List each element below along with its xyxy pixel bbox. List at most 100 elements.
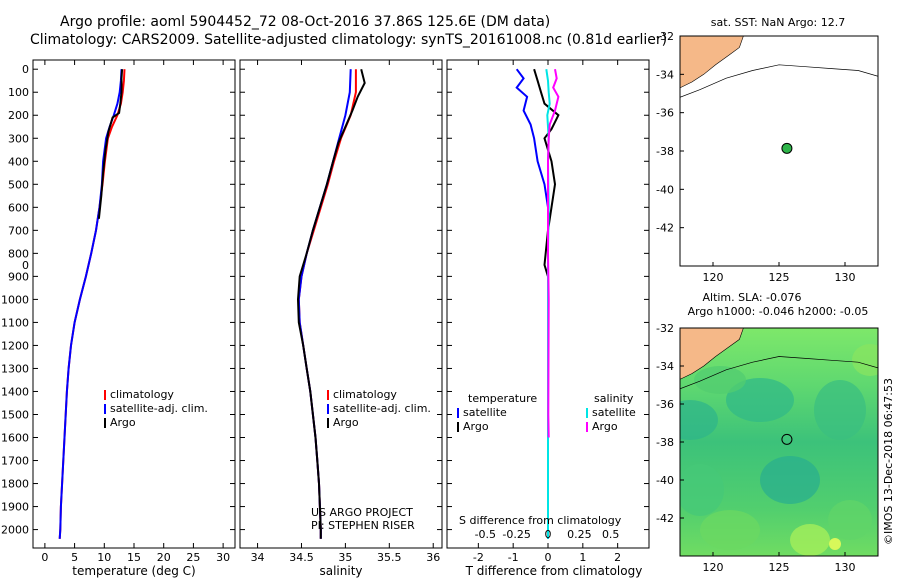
- series-line-satellite-adj--clim-: [58, 69, 123, 539]
- xtick-label: 25: [186, 551, 200, 564]
- figure-title-line1: Argo profile: aoml 5904452_72 08-Oct-201…: [60, 14, 550, 30]
- charts-layer: 0100200300400500600700800090010001100120…: [1, 16, 879, 578]
- ytick-label: 200: [8, 109, 29, 122]
- map-ytick-label: -36: [656, 107, 674, 120]
- xtick-label: 2: [614, 551, 621, 564]
- xaxis-label-salinity: salinity: [319, 564, 362, 578]
- sla-anomaly-blob: [680, 464, 724, 516]
- s-tick-label: 0.5: [602, 528, 620, 541]
- map-ytick-label: -34: [656, 360, 674, 373]
- legend-title-temperature: temperature: [468, 392, 537, 405]
- xtick-label: 15: [127, 551, 141, 564]
- s-tick-label: -0.25: [502, 528, 530, 541]
- xtick-label: -1: [508, 551, 519, 564]
- s-tick-label: 0.25: [567, 528, 592, 541]
- shelf-contour: [680, 64, 878, 98]
- s-tick-label: 0: [545, 528, 552, 541]
- ytick-label: 100: [8, 86, 29, 99]
- ytick-label: 1600: [1, 432, 29, 445]
- map-xtick-label: 125: [769, 271, 790, 284]
- xtick-label: -2: [473, 551, 484, 564]
- xtick-label: 34: [251, 551, 265, 564]
- ytick-label: 400: [8, 155, 29, 168]
- xtick-label: 20: [157, 551, 171, 564]
- ytick-label: 800: [8, 247, 29, 260]
- series-line-argo: [296, 68, 366, 539]
- map-sst-title: sat. SST: NaN Argo: 12.7: [711, 16, 845, 29]
- map-ytick-label: -40: [656, 474, 674, 487]
- legend-label: Argo: [333, 416, 359, 429]
- legend-label: satellite-adj. clim.: [333, 402, 431, 415]
- xaxis-label-top-salinity-diff: S difference from climatology: [459, 514, 622, 527]
- land-mass: [680, 328, 744, 380]
- map-sla-title2: Argo h1000: -0.046 h2000: -0.05: [688, 305, 869, 318]
- sla-anomaly-blob: [828, 500, 872, 540]
- legend-label: climatology: [333, 388, 397, 401]
- ytick-label: 1700: [1, 455, 29, 468]
- legend-label: satellite-adj. clim.: [110, 402, 208, 415]
- map-ytick-label: -40: [656, 183, 674, 196]
- sla-anomaly-blob: [700, 510, 760, 550]
- xtick-label: 5: [71, 551, 78, 564]
- xtick-label: 10: [97, 551, 111, 564]
- xtick-label: 0: [545, 551, 552, 564]
- xtick-label: 0: [41, 551, 48, 564]
- map-ytick-label: -38: [656, 145, 674, 158]
- land-mass: [680, 36, 744, 89]
- map-xtick-label: 130: [835, 561, 856, 574]
- map-ytick-label: -38: [656, 436, 674, 449]
- ytick-label: 900: [8, 270, 29, 283]
- xtick-label: 35: [338, 551, 352, 564]
- ytick-label: 0: [22, 259, 29, 272]
- xtick-label: 36: [426, 551, 440, 564]
- ytick-label: 1500: [1, 408, 29, 421]
- map-ytick-label: -32: [656, 322, 674, 335]
- ytick-label: 2000: [1, 524, 29, 537]
- legend-label: climatology: [110, 388, 174, 401]
- ytick-label: 500: [8, 178, 29, 191]
- sla-anomaly-blob: [680, 400, 718, 440]
- project-credit: US ARGO PROJECT: [311, 506, 413, 519]
- profile-location-marker: [781, 433, 793, 445]
- legend-label: Argo: [592, 420, 618, 433]
- map-xtick-label: 120: [703, 561, 724, 574]
- map-ytick-label: -36: [656, 398, 674, 411]
- legend-label: Argo: [463, 420, 489, 433]
- xtick-label: 35.5: [377, 551, 402, 564]
- profile-location-marker: [781, 142, 793, 154]
- map-xtick-label: 130: [835, 271, 856, 284]
- map-xtick-label: 120: [703, 271, 724, 284]
- map-background: [680, 36, 878, 266]
- map-ytick-label: -32: [656, 30, 674, 43]
- sla-anomaly-blob: [790, 524, 830, 556]
- ytick-label: 1100: [1, 316, 29, 329]
- map-body-map-sla: [680, 328, 878, 556]
- map-ytick-label: -34: [656, 68, 674, 81]
- legend-title-salinity: salinity: [594, 392, 634, 405]
- ytick-label: 1000: [1, 293, 29, 306]
- ytick-label: 1300: [1, 362, 29, 375]
- xtick-label: 34.5: [289, 551, 314, 564]
- sla-anomaly-blob: [726, 378, 794, 422]
- xaxis-label-difference: T difference from climatology: [465, 564, 643, 578]
- sla-anomaly-blob: [829, 538, 841, 550]
- xaxis-label-temperature: temperature (deg C): [72, 564, 195, 578]
- sla-anomaly-blob: [814, 380, 866, 440]
- map-body-map-sst: [680, 36, 878, 266]
- series-line-s-argo: [547, 69, 560, 438]
- ytick-label: 600: [8, 201, 29, 214]
- ytick-label: 300: [8, 132, 29, 145]
- map-xtick-label: 125: [769, 561, 790, 574]
- legend-label: satellite: [592, 406, 636, 419]
- map-ytick-label: -42: [656, 222, 674, 235]
- s-tick-label: -0.5: [475, 528, 496, 541]
- panel-frame-temperature: [32, 59, 236, 549]
- ytick-label: 1200: [1, 339, 29, 352]
- xtick-label: 1: [579, 551, 586, 564]
- ytick-label: 1800: [1, 478, 29, 491]
- ytick-label: 0: [22, 63, 29, 76]
- ytick-label: 700: [8, 224, 29, 237]
- sla-anomaly-blob: [760, 456, 820, 504]
- map-sla-title1: Altim. SLA: -0.076: [702, 291, 801, 304]
